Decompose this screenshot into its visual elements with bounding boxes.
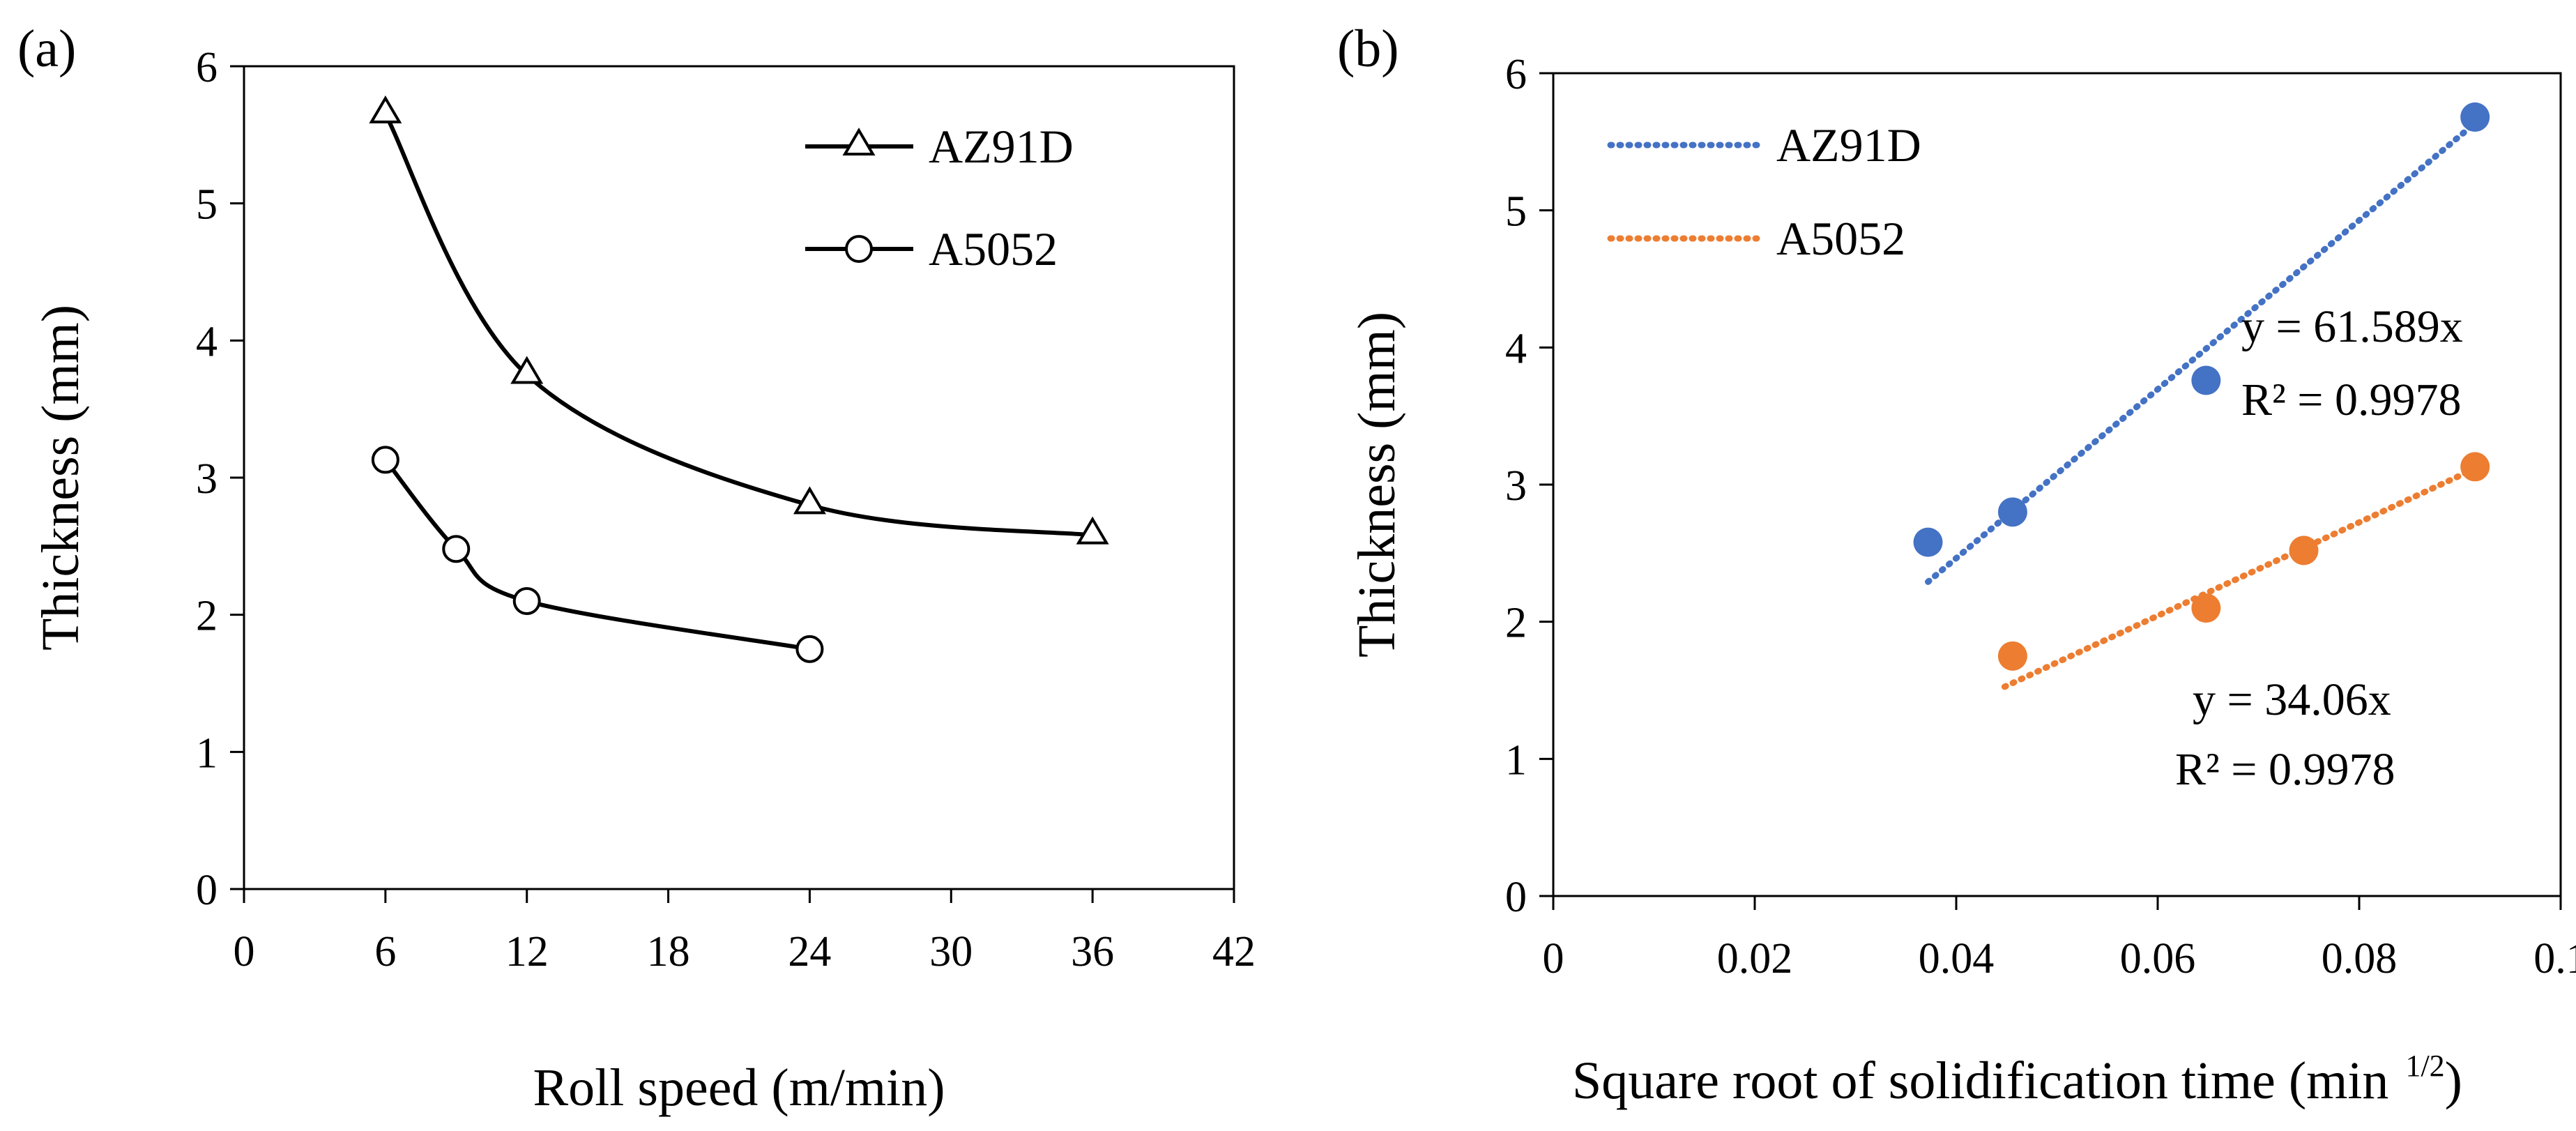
panel-b-label: (b) xyxy=(1337,20,1399,78)
panel-b-x-axis-title-main: Square root of solidification time (min xyxy=(1572,1052,2388,1110)
panel-b-equation-a5052: y = 34.06x xyxy=(2193,674,2391,725)
panel-a-x-tick-label: 6 xyxy=(374,928,396,976)
panel-a-legend-marker-a5052 xyxy=(845,235,873,263)
panel-b-y-tick-label: 1 xyxy=(1505,736,1527,784)
panel-b-x-axis-title-superscript: 1/2 xyxy=(2405,1049,2444,1083)
panel-a-x-tick-label: 30 xyxy=(929,928,973,976)
panel-b-x-axis-title-suffix: ) xyxy=(2445,1052,2462,1110)
panel-a-x-tick-label: 42 xyxy=(1212,928,1256,976)
panel-a-point-a5052 xyxy=(371,446,399,474)
panel-b-y-tick-labels: 0 1 2 3 4 5 6 xyxy=(1505,51,1553,921)
panel-b-chart: (b) 0 1 2 3 4 5 6 0 0.02 0.04 0.06 0.08 0.1 Thickne… xyxy=(1337,20,2576,1110)
panel-a-y-tick-labels: 0 1 2 3 4 5 6 xyxy=(196,44,244,914)
panel-b-point-a5052 xyxy=(2289,536,2319,566)
panel-a-y-tick-label: 6 xyxy=(196,44,218,91)
panel-b-y-tick-label: 3 xyxy=(1505,462,1527,510)
panel-b-y-tick-label: 2 xyxy=(1505,600,1527,647)
panel-b-r-squared-az91d: R² = 0.9978 xyxy=(2241,374,2462,425)
panel-a-x-tick-label: 24 xyxy=(788,928,831,976)
panel-b-x-tick-label: 0.08 xyxy=(2322,935,2398,982)
panel-a-y-tick-label: 4 xyxy=(196,318,218,365)
panel-b-x-tick-label: 0 xyxy=(1543,935,1564,982)
panel-b-x-tick-label: 0.04 xyxy=(1919,935,1995,982)
panel-a-y-tick-label: 1 xyxy=(196,729,218,777)
panel-b-legend: AZ91D A5052 xyxy=(1607,119,1921,265)
panel-b-y-tick-label: 4 xyxy=(1505,325,1527,372)
panel-a-legend-label-az91d: AZ91D xyxy=(929,120,1074,173)
panel-b-legend-label-az91d: AZ91D xyxy=(1776,119,1921,172)
panel-b-x-tick-label: 0.02 xyxy=(1717,935,1793,982)
panel-a-legend: AZ91D A5052 xyxy=(805,120,1074,275)
panel-a-x-tick-label: 12 xyxy=(505,928,549,976)
panel-a-series xyxy=(369,95,1109,663)
panel-b-x-tick-label: 0.06 xyxy=(2120,935,2196,982)
panel-b-equation-az91d: y = 61.589x xyxy=(2241,301,2463,352)
panel-a-legend-marker-az91d xyxy=(842,128,876,155)
panel-a-point-az91d xyxy=(369,95,402,123)
panel-a-x-axis-title: Roll speed (m/min) xyxy=(533,1058,945,1117)
panel-a-x-tick-label: 36 xyxy=(1071,928,1114,976)
panel-b-y-axis-title: Thickness (mm) xyxy=(1348,312,1406,658)
panel-b-y-tick-label: 0 xyxy=(1505,874,1527,921)
panel-a-y-axis-title: Thickness (mm) xyxy=(31,305,90,651)
panel-b-point-az91d xyxy=(2191,365,2221,395)
panel-a-point-a5052 xyxy=(795,635,824,663)
panel-b-y-tick-label: 6 xyxy=(1505,51,1527,98)
panel-b-point-az91d xyxy=(1997,497,2027,527)
panel-b-y-tick-label: 5 xyxy=(1505,188,1527,236)
panel-a-x-tick-label: 18 xyxy=(647,928,690,976)
panel-b-series xyxy=(1913,102,2490,671)
panel-a-y-tick-label: 3 xyxy=(196,455,218,503)
panel-b-point-a5052 xyxy=(2460,452,2490,482)
panel-a-point-az91d xyxy=(793,486,826,515)
panel-a-y-tick-label: 5 xyxy=(196,181,218,229)
panel-a-point-a5052 xyxy=(512,587,541,615)
panel-a-y-tick-label: 2 xyxy=(196,593,218,640)
panel-a-point-az91d xyxy=(510,356,544,384)
panel-b-trendline-a5052 xyxy=(2001,465,2478,690)
panel-a-x-tick-label: 0 xyxy=(234,928,255,976)
panel-b-x-tick-label: 0.1 xyxy=(2533,935,2576,982)
panel-a-x-tick-labels: 0 6 12 18 24 30 36 42 xyxy=(234,889,1256,976)
panel-a-line-az91d xyxy=(383,113,1093,538)
panel-a-point-az91d xyxy=(1076,516,1109,545)
panel-a-legend-label-a5052: A5052 xyxy=(929,222,1058,275)
panel-b-r-squared-a5052: R² = 0.9978 xyxy=(2175,744,2395,795)
panel-b-legend-label-a5052: A5052 xyxy=(1776,212,1905,265)
panel-a-label: (a) xyxy=(17,20,76,78)
panel-b-point-a5052 xyxy=(1997,641,2027,671)
panel-a-line-a5052 xyxy=(383,458,810,651)
panel-a-y-tick-label: 0 xyxy=(196,867,218,914)
panel-b-point-az91d xyxy=(1913,527,1943,557)
panel-b-x-tick-labels: 0 0.02 0.04 0.06 0.08 0.1 xyxy=(1543,896,2576,982)
panel-b-x-axis-title: Square root of solidification time (min 1… xyxy=(1572,1049,2462,1110)
panel-b-point-a5052 xyxy=(2191,593,2221,623)
panel-b-point-az91d xyxy=(2460,102,2490,132)
panel-a-point-a5052 xyxy=(442,535,471,563)
